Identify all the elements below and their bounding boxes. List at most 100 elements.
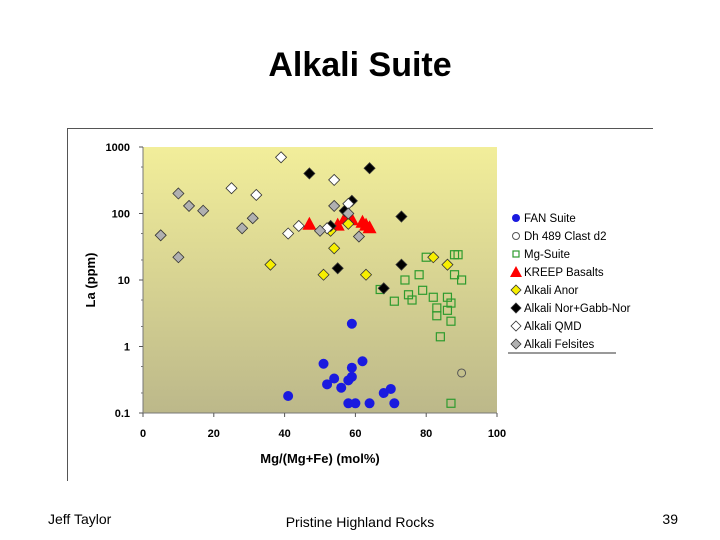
series-alkali-nor-gabb-nor bbox=[303, 162, 408, 295]
data-point bbox=[154, 229, 167, 242]
data-point bbox=[282, 227, 295, 240]
data-point bbox=[363, 162, 376, 175]
data-point bbox=[328, 242, 341, 255]
slide-title: Alkali Suite bbox=[268, 46, 452, 84]
data-point bbox=[342, 207, 355, 220]
data-point bbox=[449, 270, 460, 280]
data-point bbox=[346, 362, 357, 373]
series-dh-489-clast-d2 bbox=[457, 368, 467, 378]
legend-label: FAN Suite bbox=[524, 213, 576, 225]
data-point bbox=[457, 275, 467, 285]
data-point bbox=[400, 275, 410, 285]
data-point bbox=[225, 182, 238, 195]
data-point bbox=[446, 316, 456, 326]
legend: FAN Suite Dh 489 Clast d2 Mg-Suite KREEP Ba… bbox=[508, 213, 631, 354]
data-point bbox=[395, 258, 408, 271]
legend-label: Alkali Nor+Gabb-Nor bbox=[524, 303, 631, 315]
data-point bbox=[328, 199, 341, 212]
data-point bbox=[342, 217, 355, 230]
page-number: 39 bbox=[662, 511, 678, 527]
y-axis-label: La (ppm) bbox=[83, 253, 98, 308]
data-point bbox=[343, 398, 354, 409]
data-point bbox=[274, 151, 288, 164]
data-point bbox=[292, 219, 305, 233]
data-point bbox=[250, 188, 263, 202]
data-point bbox=[385, 383, 396, 394]
y-tick-label: 0.1 bbox=[115, 408, 130, 420]
legend-label: Alkali Felsites bbox=[524, 339, 595, 351]
data-point bbox=[418, 285, 428, 295]
data-point bbox=[303, 167, 316, 180]
x-tick-label: 20 bbox=[208, 428, 220, 440]
data-point bbox=[322, 379, 333, 390]
x-axis-label: Mg/(Mg+Fe) (mol%) bbox=[260, 451, 380, 466]
data-point bbox=[395, 210, 408, 223]
x-tick-label: 40 bbox=[278, 428, 290, 440]
data-point bbox=[352, 230, 366, 243]
legend-label: KREEP Basalts bbox=[524, 267, 604, 279]
data-point bbox=[328, 173, 341, 186]
series-alkali-felsites bbox=[154, 187, 366, 264]
data-point bbox=[428, 292, 438, 302]
legend-label: Mg-Suite bbox=[524, 249, 570, 261]
series-alkali-qmd bbox=[225, 151, 355, 240]
data-point bbox=[318, 358, 329, 369]
data-point bbox=[441, 258, 454, 271]
legend-label: Alkali QMD bbox=[524, 321, 582, 333]
legend-label: Alkali Anor bbox=[524, 285, 579, 297]
data-point bbox=[182, 199, 196, 212]
data-point bbox=[246, 212, 259, 225]
data-point bbox=[346, 371, 357, 382]
footer-title: Pristine Highland Rocks bbox=[285, 514, 435, 530]
y-tick-label: 100 bbox=[112, 209, 130, 221]
plot-area bbox=[143, 147, 497, 413]
data-point bbox=[446, 398, 456, 408]
data-point bbox=[364, 398, 375, 409]
data-point bbox=[302, 216, 317, 230]
data-point bbox=[435, 332, 445, 342]
data-point bbox=[389, 296, 399, 306]
x-tick-label: 80 bbox=[420, 428, 432, 440]
data-point bbox=[346, 318, 357, 329]
data-point bbox=[172, 187, 185, 200]
legend-marker bbox=[510, 302, 522, 314]
data-point bbox=[453, 250, 463, 260]
series-fan-suite bbox=[283, 318, 400, 409]
data-point bbox=[317, 268, 330, 281]
data-point bbox=[264, 258, 277, 271]
data-point bbox=[172, 251, 185, 264]
legend-marker bbox=[512, 214, 520, 222]
data-point bbox=[283, 391, 294, 402]
legend-marker bbox=[512, 250, 520, 258]
legend-marker bbox=[510, 320, 522, 332]
y-tick-label: 1 bbox=[124, 342, 130, 354]
data-point bbox=[403, 290, 414, 300]
legend-marker bbox=[512, 232, 520, 240]
footer-author: Jeff Taylor bbox=[48, 511, 112, 527]
data-point bbox=[336, 382, 347, 393]
data-point bbox=[427, 251, 440, 264]
x-tick-label: 60 bbox=[349, 428, 361, 440]
data-point bbox=[350, 398, 361, 409]
data-point bbox=[377, 282, 390, 295]
legend-marker bbox=[510, 266, 522, 277]
data-point bbox=[389, 398, 400, 409]
data-point bbox=[313, 224, 327, 237]
data-point bbox=[457, 368, 467, 378]
y-tick-label: 1000 bbox=[106, 142, 130, 154]
legend-label: Dh 489 Clast d2 bbox=[524, 231, 606, 243]
data-point bbox=[357, 356, 368, 367]
x-tick-label: 0 bbox=[140, 428, 146, 440]
data-point bbox=[331, 262, 344, 275]
data-points bbox=[154, 151, 467, 409]
legend-marker bbox=[510, 338, 522, 350]
data-point bbox=[329, 373, 340, 384]
data-point bbox=[362, 220, 377, 234]
data-point bbox=[197, 204, 210, 217]
series-mg-suite bbox=[375, 250, 467, 408]
data-point bbox=[432, 311, 442, 321]
figure-frame bbox=[67, 128, 653, 481]
data-point bbox=[446, 298, 456, 308]
x-tick-label: 100 bbox=[488, 428, 506, 440]
